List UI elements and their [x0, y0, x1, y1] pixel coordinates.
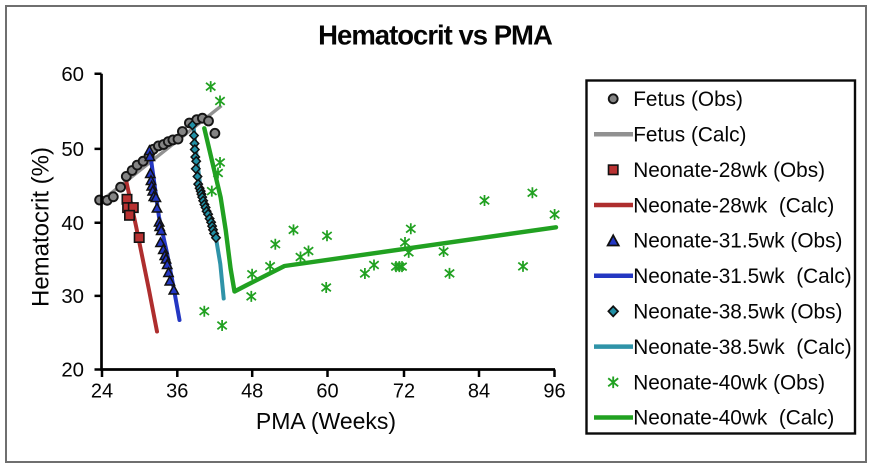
svg-text:Neonate-40wk (Obs): Neonate-40wk (Obs)	[633, 371, 825, 394]
svg-text:40: 40	[61, 213, 84, 235]
svg-text:50: 50	[61, 139, 84, 161]
svg-text:48: 48	[241, 381, 263, 403]
svg-text:Neonate-31.5wk (Obs): Neonate-31.5wk (Obs)	[633, 230, 842, 253]
svg-text:36: 36	[166, 381, 188, 403]
svg-text:60: 60	[316, 381, 338, 403]
svg-text:84: 84	[468, 381, 490, 403]
svg-text:PMA (Weeks): PMA (Weeks)	[256, 408, 396, 434]
svg-text:24: 24	[91, 381, 113, 403]
svg-text:Neonate-38.5wk (Calc): Neonate-38.5wk (Calc)	[633, 336, 851, 359]
svg-text:Neonate-28wk (Calc): Neonate-28wk (Calc)	[633, 194, 834, 217]
svg-text:Neonate-38.5wk (Obs): Neonate-38.5wk (Obs)	[633, 301, 842, 324]
svg-text:60: 60	[61, 64, 84, 86]
svg-text:96: 96	[543, 381, 565, 403]
svg-text:Neonate-28wk (Obs): Neonate-28wk (Obs)	[633, 159, 825, 182]
svg-text:Hematocrit (%): Hematocrit (%)	[28, 147, 55, 307]
svg-text:Hematocrit vs PMA: Hematocrit vs PMA	[318, 20, 553, 51]
svg-text:30: 30	[61, 286, 84, 308]
svg-text:20: 20	[61, 360, 84, 382]
svg-text:72: 72	[393, 381, 415, 403]
svg-text:Neonate-31.5wk (Calc): Neonate-31.5wk (Calc)	[633, 265, 851, 288]
svg-text:Neonate-40wk (Calc): Neonate-40wk (Calc)	[633, 407, 834, 430]
svg-text:Fetus (Obs): Fetus (Obs)	[633, 88, 743, 111]
svg-text:Fetus (Calc): Fetus (Calc)	[633, 124, 746, 147]
